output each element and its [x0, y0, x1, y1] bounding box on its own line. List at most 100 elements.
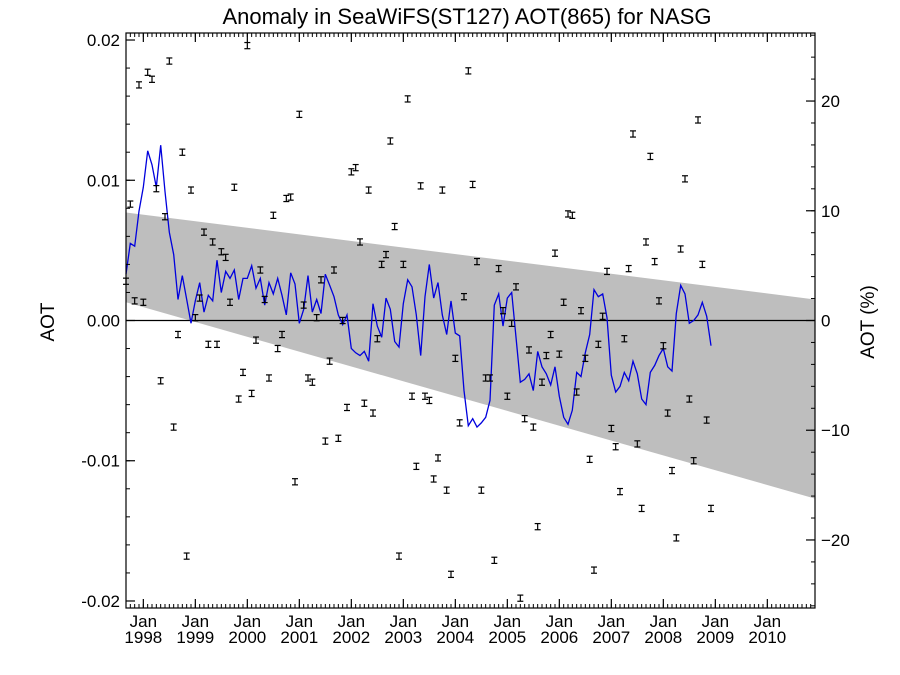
data-point — [270, 211, 277, 220]
data-point — [638, 504, 645, 513]
data-point — [127, 200, 134, 208]
x-tick-label-month: Jan — [338, 612, 365, 631]
data-point — [469, 180, 476, 189]
data-point — [643, 238, 649, 246]
data-point — [617, 487, 623, 496]
x-tick-label-month: Jan — [650, 612, 677, 631]
data-point — [682, 175, 688, 183]
data-point — [274, 344, 281, 353]
data-point — [149, 75, 155, 83]
data-point — [153, 184, 160, 193]
data-point — [465, 67, 472, 75]
data-point — [539, 378, 545, 386]
monthly-points-layer — [123, 41, 714, 602]
data-point — [227, 298, 233, 306]
x-tick-label-year: 2007 — [592, 628, 630, 647]
x-tick-label-year: 2009 — [696, 628, 734, 647]
data-point — [326, 357, 333, 365]
data-point — [192, 314, 199, 322]
x-tick-label-year: 2006 — [540, 628, 578, 647]
y-axis-label-left: AOT — [38, 302, 59, 341]
x-tick-label-year: 2005 — [488, 628, 526, 647]
trend-band — [126, 212, 815, 499]
data-point — [296, 110, 303, 119]
y-tick-label-right: 0 — [821, 312, 830, 331]
data-point — [443, 486, 450, 494]
data-point — [703, 416, 710, 424]
data-point — [140, 298, 147, 306]
data-point — [413, 462, 420, 471]
x-tick-label-year: 2002 — [332, 628, 370, 647]
data-point — [487, 374, 493, 382]
data-point — [664, 409, 671, 417]
data-point — [131, 297, 138, 305]
data-point — [677, 245, 684, 253]
smoothed-anomaly-line — [125, 145, 712, 429]
x-tick-label-month: Jan — [390, 612, 417, 631]
data-point — [378, 260, 385, 269]
data-point — [521, 414, 528, 423]
x-tick-label-year: 2004 — [436, 628, 474, 647]
data-point — [391, 222, 398, 231]
y-tick-label-right: 20 — [821, 92, 840, 111]
data-point — [547, 330, 554, 339]
data-point — [404, 95, 411, 103]
x-tick-label-month: Jan — [546, 612, 573, 631]
y-tick-label-left: 0.00 — [87, 312, 120, 331]
data-point — [322, 437, 329, 445]
data-point — [417, 182, 424, 190]
y-tick-label-right: 10 — [821, 202, 840, 221]
x-tick-label-year: 2010 — [748, 628, 786, 647]
data-point — [383, 250, 389, 259]
data-point — [387, 137, 394, 145]
x-tick-label-month: Jan — [442, 612, 469, 631]
data-point — [708, 504, 714, 513]
data-point — [144, 68, 151, 76]
data-point — [305, 374, 311, 382]
data-point — [435, 454, 441, 462]
data-point — [266, 374, 272, 382]
data-point — [660, 342, 667, 350]
data-point — [396, 552, 402, 560]
data-point — [478, 486, 485, 494]
data-point — [365, 186, 372, 194]
data-point — [439, 186, 446, 194]
data-point — [244, 41, 251, 50]
data-point — [352, 163, 359, 172]
y-tick-label-left: 0.01 — [87, 171, 120, 190]
axes-layer: 0.020.010.00-0.01-0.0220100−10−20Jan1998… — [81, 31, 850, 647]
data-point — [500, 306, 506, 315]
data-point — [279, 330, 285, 339]
data-point — [188, 186, 194, 194]
data-point — [166, 57, 173, 65]
y-tick-label-right: −20 — [821, 531, 850, 550]
data-point — [599, 312, 606, 320]
data-point — [205, 340, 212, 349]
data-point — [339, 316, 346, 325]
data-point — [634, 440, 641, 448]
x-tick-label-month: Jan — [286, 612, 313, 631]
x-tick-label-month: Jan — [494, 612, 521, 631]
data-point — [452, 354, 459, 363]
data-point — [370, 409, 376, 417]
data-point — [344, 403, 350, 412]
x-tick-label-year: 2000 — [228, 628, 266, 647]
data-point — [504, 392, 511, 400]
data-point — [300, 301, 307, 309]
y-tick-label-left: -0.01 — [81, 452, 120, 471]
data-point — [287, 193, 294, 201]
data-point — [209, 238, 216, 246]
data-point — [422, 392, 428, 400]
data-point — [348, 168, 355, 176]
data-point — [292, 478, 298, 486]
x-tick-label-month: Jan — [234, 612, 261, 631]
data-point — [313, 314, 320, 322]
data-point — [400, 260, 407, 269]
data-point — [595, 340, 602, 349]
data-point — [253, 336, 259, 344]
data-point — [578, 306, 584, 315]
data-point — [608, 424, 615, 433]
data-point — [183, 552, 190, 560]
data-point — [201, 228, 207, 236]
